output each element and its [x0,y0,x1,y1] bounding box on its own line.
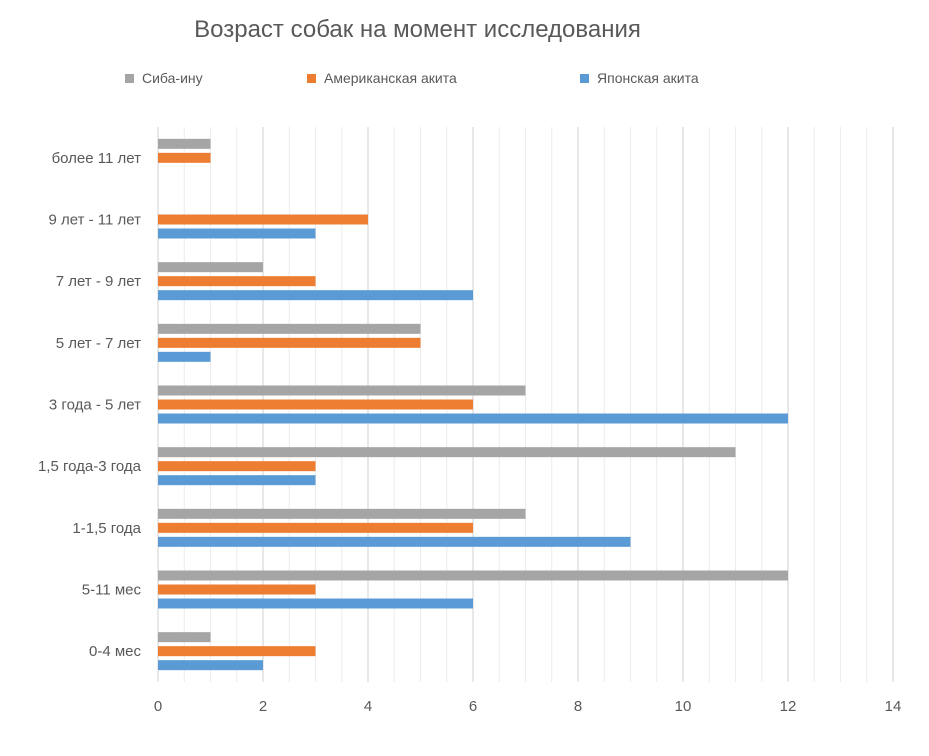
y-tick-label: 7 лет - 9 лет [56,273,141,290]
bar [158,536,631,547]
bar [158,290,473,301]
legend: Сиба-ину Американская акита Японская аки… [0,70,929,92]
bar [158,584,316,595]
x-tick-label: 8 [574,698,582,715]
y-tick-label: 0-4 мес [89,643,142,660]
y-tick-label: 5 лет - 7 лет [56,335,141,352]
bar [158,475,316,486]
bar [158,632,211,643]
bar [158,337,421,348]
bar [158,385,526,396]
legend-item-american-akita: Американская акита [307,70,457,86]
bar [158,646,316,657]
bar [158,570,788,581]
legend-swatch-american-akita [307,73,316,83]
bars [158,138,788,671]
legend-label-japanese-akita: Японская акита [597,70,699,86]
y-tick-label: 9 лет - 11 лет [48,212,141,229]
bar [158,276,316,287]
bar [158,228,316,239]
bar [158,138,211,149]
bar [158,508,526,519]
legend-item-shiba: Сиба-ину [125,70,203,86]
x-tick-label: 2 [259,698,267,715]
y-axis-labels: 0-4 мес 5-11 мес 1-1,5 года 1,5 года-3 года… [38,150,142,660]
x-tick-label: 10 [675,698,692,715]
x-tick-label: 4 [364,698,372,715]
x-tick-label: 12 [780,698,797,715]
legend-label-american-akita: Американская акита [324,70,457,86]
bar [158,399,473,410]
bar [158,660,263,671]
x-tick-label: 0 [154,698,162,715]
legend-item-japanese-akita: Японская акита [580,70,699,86]
x-tick-label: 14 [885,698,902,715]
legend-swatch-japanese-akita [580,73,589,83]
bar [158,447,736,458]
bar [158,214,368,225]
y-tick-label: 3 года - 5 лет [49,397,141,414]
bar [158,598,473,609]
bar [158,461,316,472]
y-tick-label: 1-1,5 года [72,520,141,537]
x-tick-label: 6 [469,698,477,715]
y-tick-label: 1,5 года-3 года [38,458,142,475]
legend-swatch-shiba [125,73,134,83]
y-tick-label: более 11 лет [52,150,142,167]
chart-title: Возраст собак на момент исследования [194,16,641,43]
bar [158,152,211,163]
bar [158,323,421,334]
bar [158,522,473,533]
y-tick-label: 5-11 мес [82,582,142,599]
bar [158,262,263,273]
bar [158,351,211,362]
x-axis-labels: 0 2 4 6 8 10 12 14 [154,698,902,715]
legend-label-shiba: Сиба-ину [142,70,203,86]
bar [158,413,788,424]
